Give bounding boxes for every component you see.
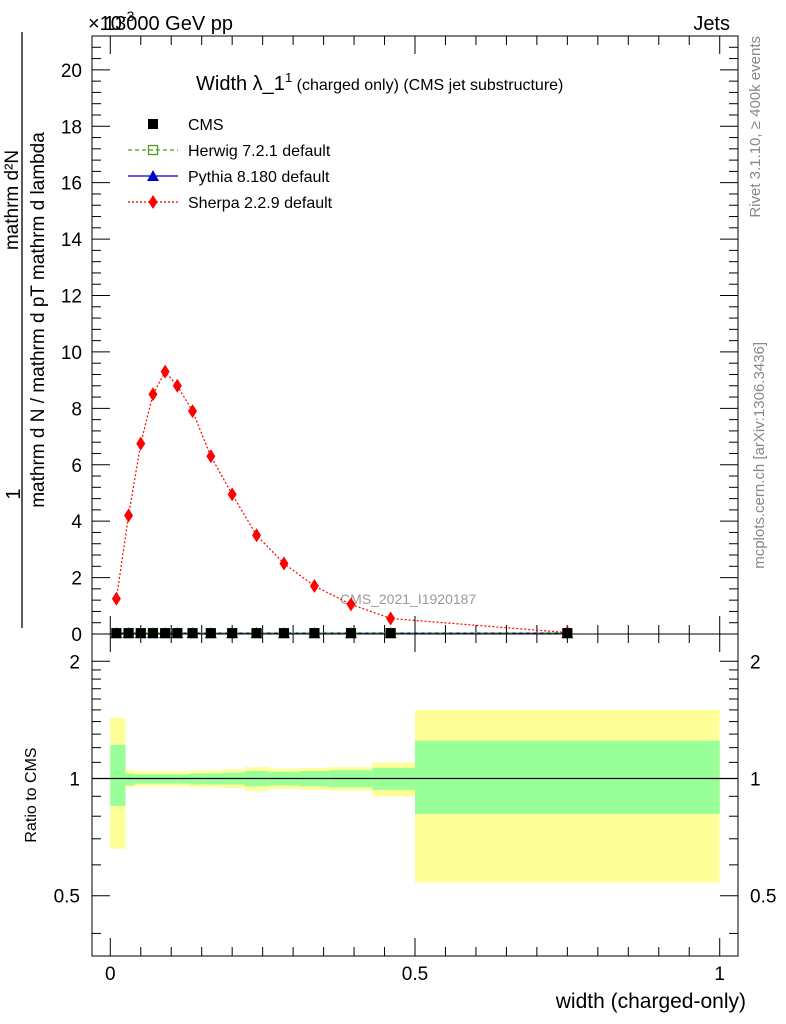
data-point (160, 364, 170, 379)
data-point (309, 628, 320, 639)
data-point (227, 628, 238, 639)
main-y-ticks: 0 2 4 6 8 10 12 14 16 18 20 (61, 35, 738, 646)
main-y-label: 1 mathrm d N / mathrm d pT mathrm d lamb… (2, 32, 49, 628)
x-axis-label: width (charged-only) (555, 990, 746, 1013)
legend-entry: Sherpa 2.2.9 default (128, 195, 333, 212)
legend-label: Pythia 8.180 default (188, 169, 330, 186)
data-point (206, 449, 216, 464)
data-point (562, 628, 573, 639)
y-tick-label: 14 (61, 230, 83, 251)
data-point (278, 628, 289, 639)
legend-marker (147, 144, 159, 156)
y-tick-label: 16 (61, 174, 82, 195)
y-label-top: 1 (3, 488, 25, 499)
ratio-tick-label-right: 1 (750, 769, 761, 790)
data-point (111, 628, 122, 639)
data-point (160, 628, 171, 639)
data-point (188, 404, 198, 419)
data-point (309, 579, 319, 594)
legend-label: Sherpa 2.2.9 default (188, 195, 333, 212)
y-exponent: ×10-3 (88, 8, 135, 35)
x-tick-label: 0.5 (402, 964, 428, 985)
y-tick-label: 12 (61, 287, 82, 308)
y-tick-label: 2 (71, 569, 82, 590)
y-tick-label: 8 (71, 399, 82, 420)
header-process: Jets (693, 13, 730, 35)
y-label-numerator: mathrm d²N (2, 150, 23, 250)
data-point (172, 628, 183, 639)
legend-marker (147, 170, 159, 181)
data-point (227, 487, 237, 502)
y-tick-label: 0 (71, 625, 82, 646)
data-point (346, 597, 356, 612)
y-tick-label: 18 (61, 117, 82, 138)
ratio-y-ticks: 0.5 0.5 1 1 2 2 (54, 652, 776, 934)
y-tick-label: 20 (61, 61, 82, 82)
data-point (111, 591, 121, 606)
ratio-x-ticks: 0 0.5 1 (105, 634, 725, 985)
y-tick-label: 6 (71, 456, 82, 477)
y-tick-label: 4 (71, 512, 82, 533)
series-0 (111, 628, 573, 639)
data-point (136, 436, 146, 451)
ratio-tick-label: 2 (69, 652, 80, 673)
legend-entry: Herwig 7.2.1 default (128, 143, 331, 160)
ratio-tick-label: 0.5 (54, 887, 80, 908)
legend: CMS Herwig 7.2.1 default Pythia 8.180 defa… (128, 117, 333, 212)
data-point (385, 628, 396, 639)
data-point (251, 628, 262, 639)
mcplots-label: mcplots.cern.ch [arXiv:1306.3436] (751, 342, 768, 569)
legend-entry: CMS (148, 117, 224, 134)
legend-entry: Pythia 8.180 default (128, 169, 330, 186)
y-tick-label: 10 (61, 343, 82, 364)
main-x-ticks (109, 36, 721, 634)
header-energy: 13000 GeV pp (104, 13, 233, 35)
analysis-watermark: CMS_2021_I1920187 (340, 591, 476, 607)
data-point (386, 611, 396, 626)
data-point (172, 378, 182, 393)
x-tick-label: 1 (714, 964, 725, 985)
y-label-bottom: mathrm d N / mathrm d pT mathrm d lambda (28, 132, 49, 508)
rivet-label: Rivet 3.1.10, ≥ 400k events (747, 36, 764, 218)
x-tick-label: 0 (105, 964, 116, 985)
data-point (252, 528, 262, 543)
data-point (346, 628, 357, 639)
data-point (123, 628, 134, 639)
data-point (147, 628, 158, 639)
ratio-tick-label-right: 2 (750, 652, 761, 673)
ratio-bands (92, 709, 738, 883)
data-point (124, 508, 134, 523)
ratio-y-label: Ratio to CMS (23, 747, 40, 842)
ratio-band-inner (415, 740, 720, 815)
plot-title: Width λ_11 (charged only) (CMS jet subst… (196, 70, 563, 95)
data-point (279, 556, 289, 571)
ratio-band-inner (125, 773, 135, 786)
legend-label: CMS (188, 117, 224, 134)
ratio-band-inner (110, 744, 126, 806)
data-point (187, 628, 198, 639)
data-point (205, 628, 216, 639)
legend-marker (148, 195, 158, 209)
series-layer (110, 364, 574, 640)
data-point (135, 628, 146, 639)
ratio-tick-label-right: 0.5 (750, 887, 776, 908)
legend-label: Herwig 7.2.1 default (188, 143, 331, 160)
data-point (148, 387, 158, 402)
legend-marker (148, 119, 158, 129)
ratio-tick-label: 1 (69, 769, 80, 790)
